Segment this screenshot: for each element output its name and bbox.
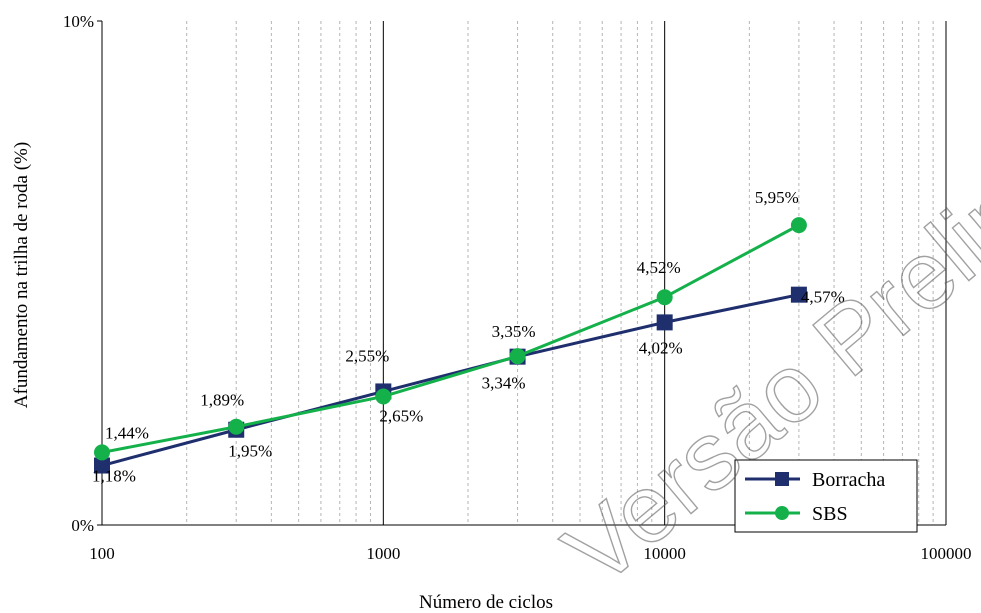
data-label-borracha: 2,65% [379,406,423,425]
y-tick-label: 0% [71,516,94,535]
data-labels: 1,18% 1,89% 2,65% 3,34% 4,02% 4,57% 1,44% 1,95%… [92,188,845,485]
data-label-sbs: 3,35% [492,322,536,341]
legend: Borracha SBS [734,459,918,533]
legend-box [734,459,918,533]
data-label-sbs: 1,95% [228,442,272,461]
y-tick-label: 10% [63,12,94,31]
marker-sbs [509,348,526,365]
minor-gridlines [186,21,934,525]
major-gridlines [382,21,947,525]
data-label-borracha: 3,34% [482,374,526,393]
marker-borracha [790,286,807,303]
data-label-borracha: 4,57% [801,288,845,307]
x-axis-title: Número de ciclos [419,592,553,613]
marker-sbs [375,388,392,405]
data-label-sbs: 1,44% [105,423,149,442]
y-axis-title: Afundamento na trilha de roda (%) [11,142,32,408]
axes [97,20,946,526]
marker-sbs [228,418,245,435]
data-label-sbs: 4,52% [637,258,681,277]
marker-sbs [790,217,807,234]
tick-labels: 100 1000 10000 100000 0% 10% [63,12,972,563]
marker-borracha [94,457,110,474]
x-tick-label: 100 [89,544,115,563]
data-label-borracha: 4,02% [639,338,683,357]
data-label-borracha: 1,89% [200,391,244,410]
data-label-sbs: 2,55% [345,346,389,365]
x-tick-label: 100000 [921,544,972,563]
legend-marker-borracha [775,472,789,486]
series-line-sbs [101,223,800,454]
data-label-sbs: 5,95% [755,188,799,207]
series-group [94,217,807,474]
marker-sbs [94,444,110,461]
x-tick-label: 1000 [366,544,400,563]
marker-sbs [656,289,673,306]
legend-marker-sbs [775,506,789,520]
legend-label-sbs: SBS [812,503,848,525]
legend-label-borracha: Borracha [812,469,885,491]
marker-borracha [656,314,673,331]
series-line-borracha [101,293,800,467]
x-tick-label: 10000 [643,544,686,563]
data-label-borracha: 1,18% [92,467,136,486]
